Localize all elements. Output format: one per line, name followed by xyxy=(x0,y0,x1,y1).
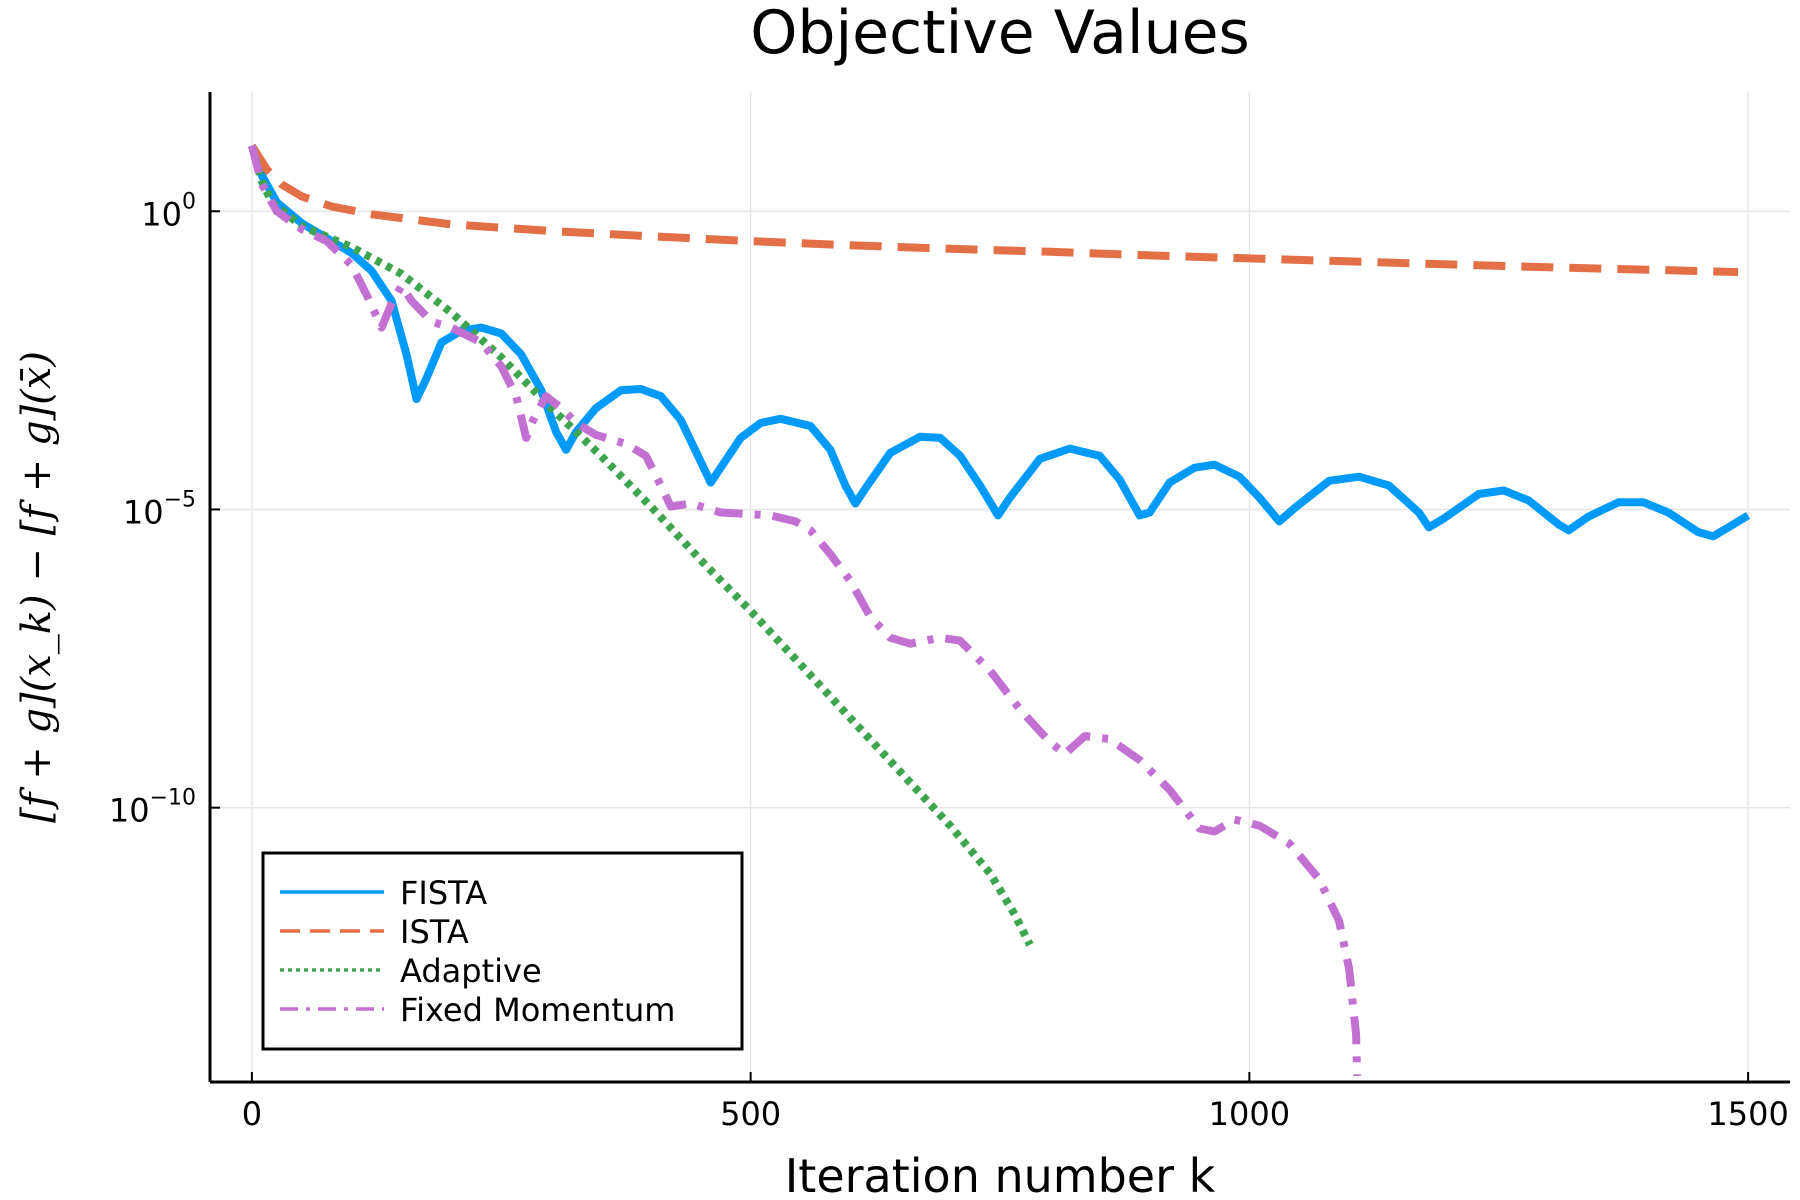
y-tick-exponent: −10 xyxy=(150,786,196,811)
y-axis-label: [f + g](x_k) − [f + g](x̄) xyxy=(14,351,60,823)
y-tick-base: 10 xyxy=(123,493,164,531)
y-tick-exponent: 0 xyxy=(182,189,196,214)
legend-label: FISTA xyxy=(400,874,487,912)
x-tick-label: 1000 xyxy=(1209,1095,1290,1133)
series-line-fista xyxy=(248,144,1751,541)
chart-title: Objective Values xyxy=(750,0,1250,68)
y-tick-base: 10 xyxy=(109,792,150,830)
series-layer xyxy=(248,143,1751,1077)
x-tick-label: 500 xyxy=(720,1095,781,1133)
legend-label: ISTA xyxy=(400,913,469,951)
y-tick-label: 100 xyxy=(141,189,196,233)
y-tick-label: 10−5 xyxy=(123,487,196,531)
legend-box xyxy=(261,851,744,1051)
y-tick-base: 10 xyxy=(141,195,182,233)
x-ticks: 0 500 1000 1500 xyxy=(242,1072,1789,1133)
x-tick-label: 0 xyxy=(242,1095,262,1133)
legend-label: Adaptive xyxy=(400,952,542,990)
series-line-ista xyxy=(248,143,1739,277)
y-tick-exponent: −5 xyxy=(164,487,196,512)
x-axis-label: Iteration number k xyxy=(785,1149,1216,1200)
series-line-adaptive xyxy=(248,144,1034,947)
legend-label: Fixed Momentum xyxy=(400,991,675,1029)
y-tick-label: 10−10 xyxy=(109,786,196,830)
x-tick-label: 1500 xyxy=(1707,1095,1788,1133)
